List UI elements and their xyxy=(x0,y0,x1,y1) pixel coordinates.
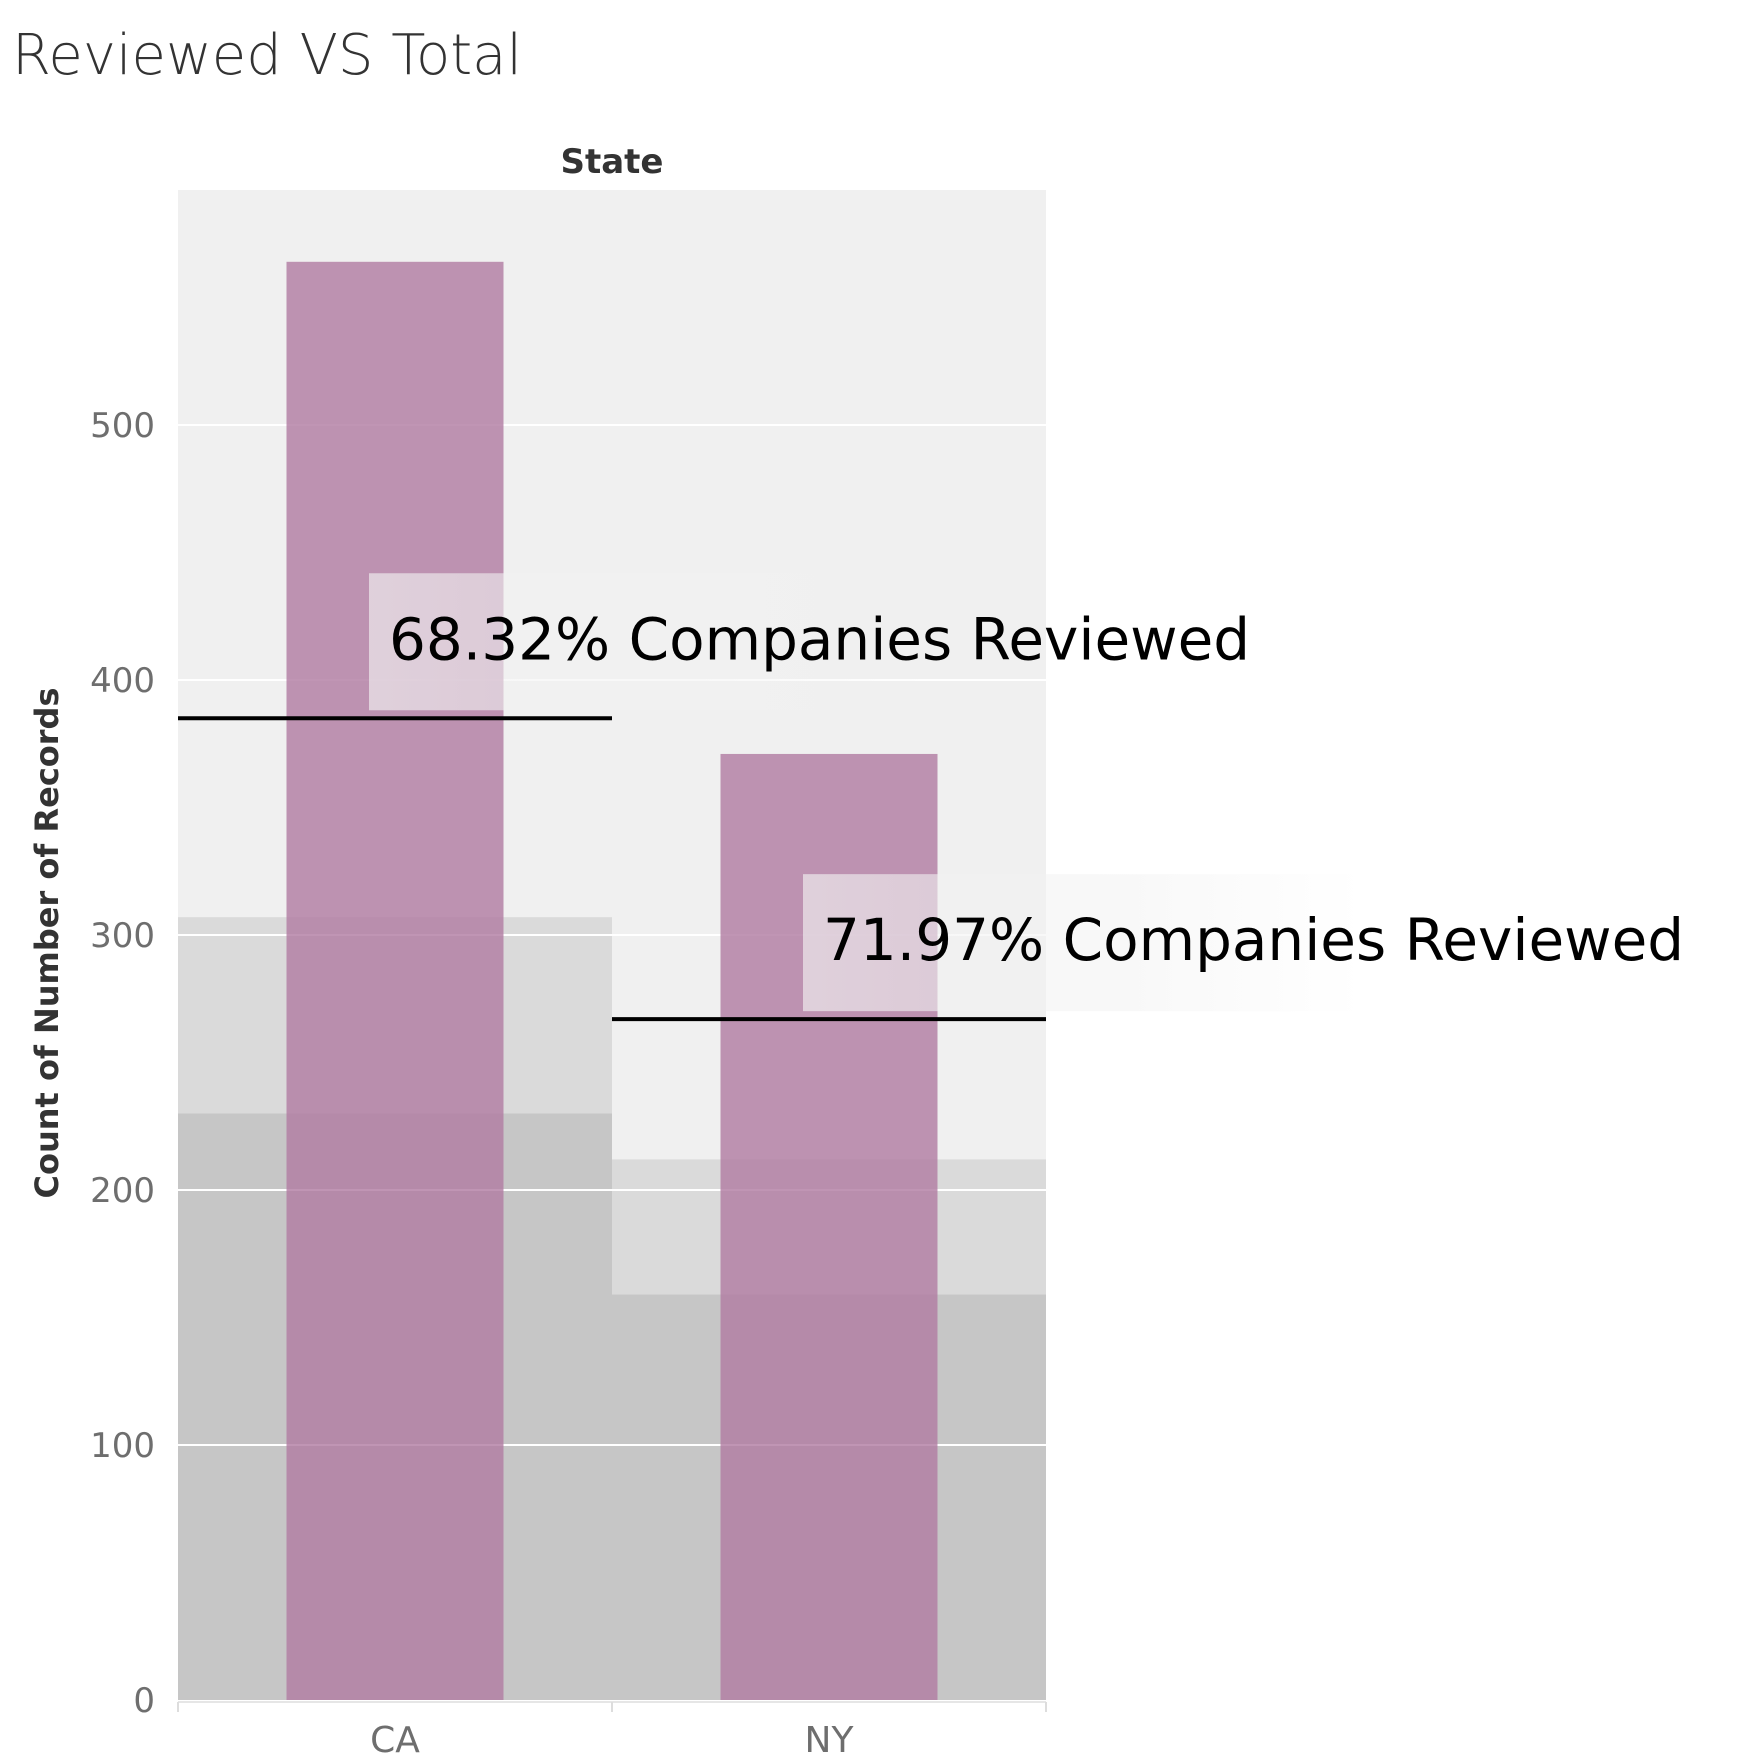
y-tick-label: 200 xyxy=(90,1171,155,1211)
annotation-label-ca: 68.32% Companies Reviewed xyxy=(389,605,1250,673)
y-tick-label: 300 xyxy=(90,916,155,956)
plot-area: 68.32% Companies Reviewed 71.97% Companie… xyxy=(90,190,1684,1755)
y-tick-label: 500 xyxy=(90,406,155,446)
annotation-box-ca xyxy=(369,573,929,711)
y-tick-label: 0 xyxy=(133,1681,155,1721)
annotation-box-ny xyxy=(803,874,1363,1012)
y-axis-title: Count of Number of Records xyxy=(28,687,66,1198)
y-tick-label: 100 xyxy=(90,1426,155,1466)
x-tick-label-ca: CA xyxy=(370,1720,420,1755)
y-tick-label: 400 xyxy=(90,661,155,701)
annotation-label-ny: 71.97% Companies Reviewed xyxy=(823,906,1684,974)
column-header: State xyxy=(561,142,664,182)
chart-title: Reviewed VS Total xyxy=(12,23,523,88)
bar-ca xyxy=(286,261,504,1700)
x-tick-label-ny: NY xyxy=(805,1720,855,1755)
